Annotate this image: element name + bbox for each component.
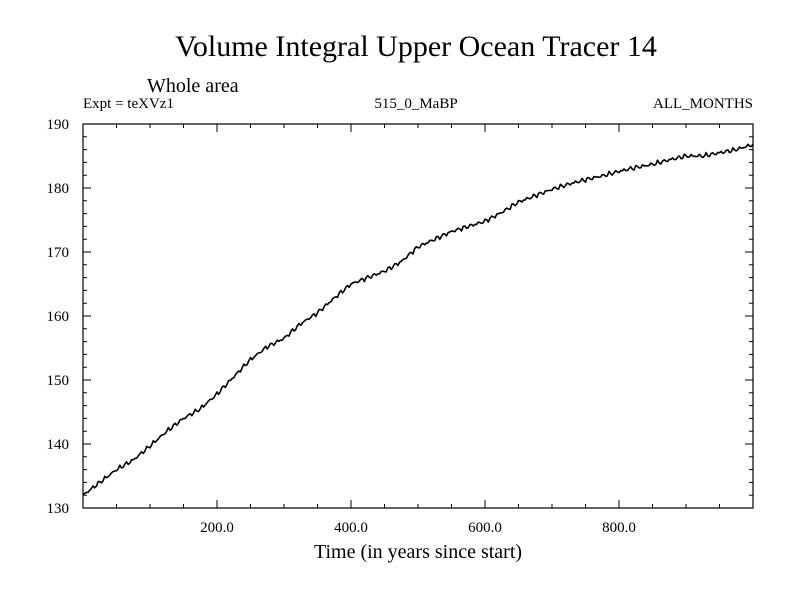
experiment-label: Expt = teXVz1 <box>83 96 174 112</box>
period-label: 515_0_MaBP <box>374 96 457 112</box>
x-tick-label: 800.0 <box>602 520 636 536</box>
x-axis: 200.0 400.0 600.0 800.0 <box>116 124 720 536</box>
months-label: ALL_MONTHS <box>653 96 753 112</box>
x-tick-label: 400.0 <box>334 520 368 536</box>
y-axis: 130 140 150 160 170 180 190 <box>47 117 753 517</box>
y-tick-label: 160 <box>47 309 70 325</box>
chart-subtitle: Whole area <box>147 75 239 97</box>
plot-frame <box>82 123 754 509</box>
y-tick-label: 130 <box>47 501 70 517</box>
x-axis-title: Time (in years since start) <box>314 541 522 563</box>
data-line <box>82 143 754 495</box>
y-tick-label: 190 <box>47 117 70 133</box>
x-tick-label: 600.0 <box>468 520 502 536</box>
y-tick-label: 150 <box>47 373 70 389</box>
y-tick-label: 180 <box>47 181 70 197</box>
y-tick-label: 140 <box>47 437 70 453</box>
y-tick-label: 170 <box>47 245 70 261</box>
chart-title: Volume Integral Upper Ocean Tracer 14 <box>175 30 657 63</box>
x-tick-label: 200.0 <box>200 520 234 536</box>
